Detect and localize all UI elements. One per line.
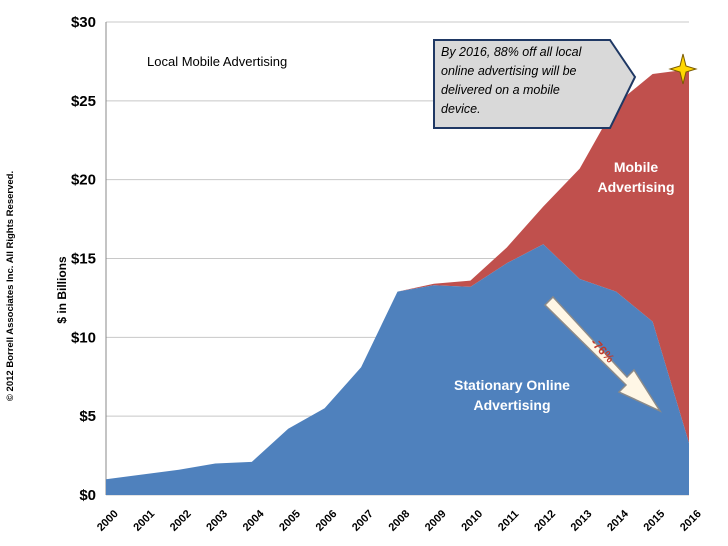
callout-line-1: By 2016, 88% off all local (441, 45, 583, 59)
y-tick-label: $0 (79, 487, 96, 504)
stationary-advertising-area (106, 244, 689, 495)
x-tick-label: 2009 (423, 508, 449, 534)
x-axis-ticks: 2000 2001 2002 2003 2004 2005 2006 2007 2008 2009… (95, 507, 704, 533)
callout: By 2016, 88% off all local online advert… (433, 39, 637, 129)
stationary-label-line1: Stationary Online (454, 377, 570, 393)
x-tick-label: 2013 (569, 508, 595, 534)
y-tick-label: $10 (71, 329, 96, 346)
x-tick-label: 2014 (605, 507, 631, 533)
y-tick-label: $25 (71, 93, 96, 110)
y-tick-label: $20 (71, 172, 96, 189)
callout-shape (433, 39, 637, 129)
area-series (106, 69, 689, 495)
y-axis-ticks: $0 $5 $10 $15 $20 $25 $30 (71, 14, 96, 504)
x-tick-label: 2003 (204, 508, 230, 534)
x-tick-label: 2005 (277, 508, 303, 534)
x-tick-label: 2016 (678, 508, 704, 534)
x-tick-label: 2004 (241, 507, 267, 533)
mobile-label-line1: Mobile (614, 159, 659, 175)
x-tick-label: 2008 (386, 508, 412, 534)
y-tick-label: $5 (79, 408, 96, 425)
x-tick-label: 2015 (642, 508, 668, 534)
y-axis-label: $ in Billions (55, 256, 69, 324)
y-tick-label: $15 (71, 251, 96, 268)
mobile-label-line2: Advertising (597, 179, 674, 195)
x-tick-label: 2000 (95, 508, 121, 534)
mobile-advertising-area (106, 69, 689, 480)
chart-title: Local Mobile Advertising (147, 54, 287, 69)
x-tick-label: 2010 (459, 508, 485, 534)
x-tick-label: 2007 (350, 508, 376, 534)
star-icon (668, 53, 698, 85)
stationary-label-line2: Advertising (473, 397, 550, 413)
x-tick-label: 2006 (314, 508, 340, 534)
x-tick-label: 2012 (532, 508, 558, 534)
callout-line-2: online advertising will be (441, 64, 577, 78)
callout-line-3: delivered on a mobile (441, 83, 560, 97)
x-tick-label: 2011 (496, 508, 521, 533)
copyright-text: © 2012 Borrell Associates Inc. All Right… (5, 171, 16, 401)
x-tick-label: 2001 (131, 508, 157, 534)
decline-arrow-shape (543, 295, 663, 413)
callout-line-4: device. (441, 102, 481, 116)
x-tick-label: 2002 (168, 508, 194, 534)
y-tick-label: $30 (71, 14, 96, 31)
